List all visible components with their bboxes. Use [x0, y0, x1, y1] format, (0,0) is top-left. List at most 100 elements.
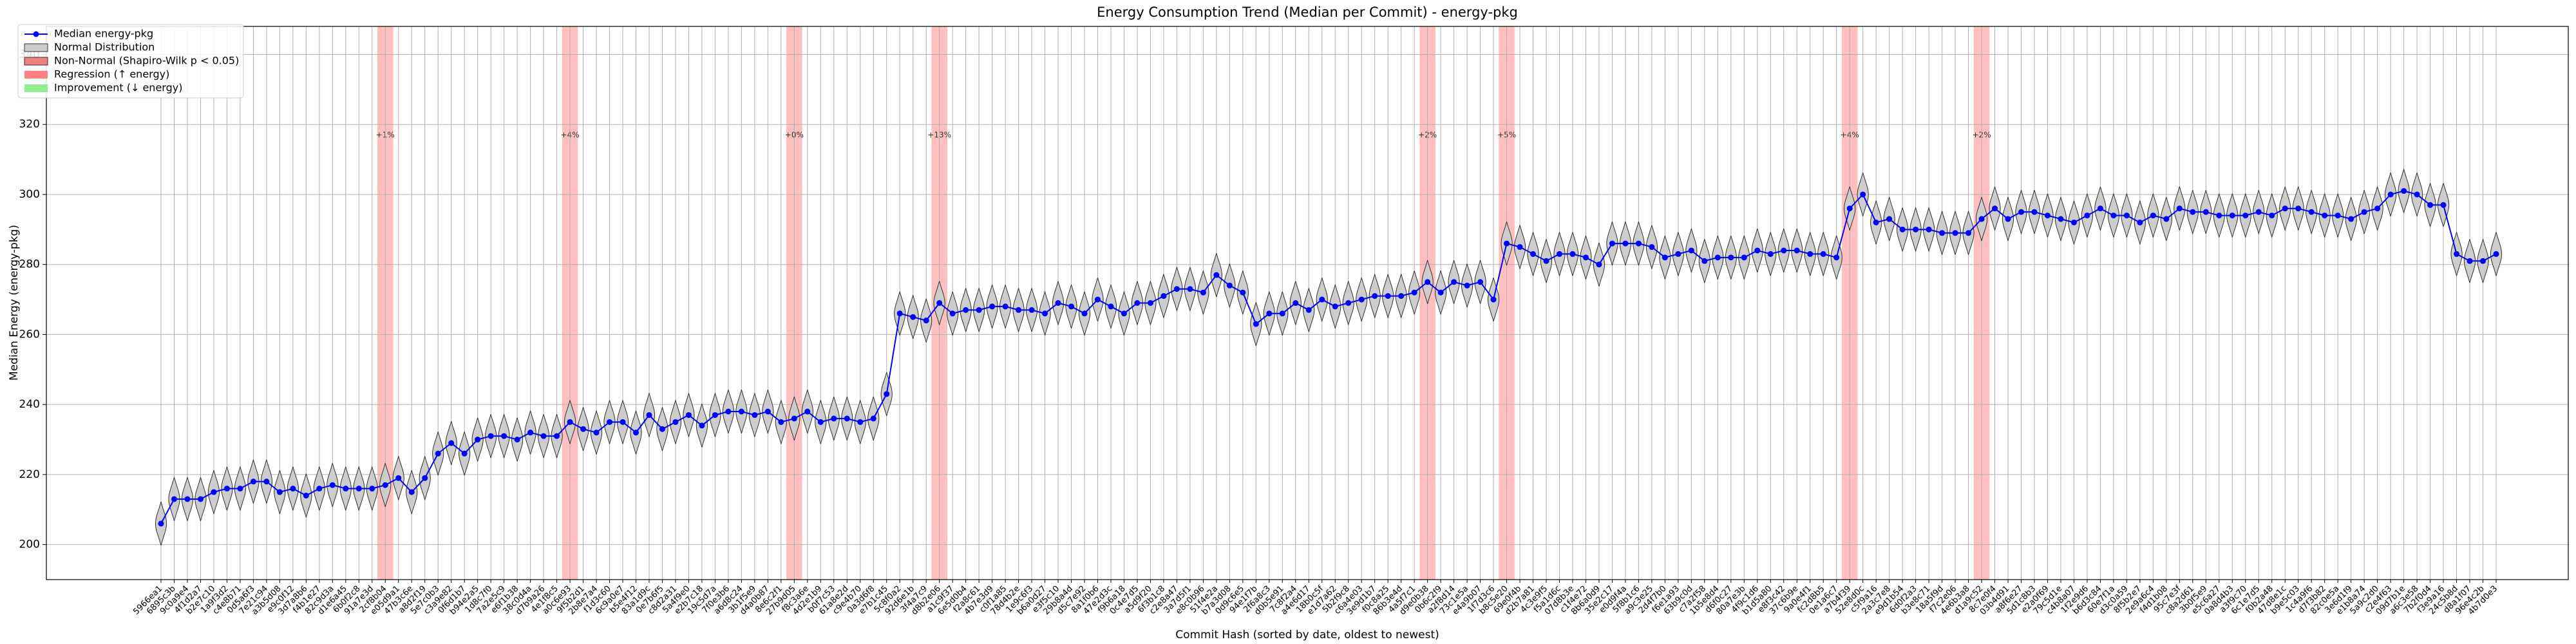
- median-point: [1108, 303, 1114, 310]
- median-point: [2190, 209, 2196, 215]
- median-point: [1305, 307, 1312, 313]
- legend-swatch: [24, 71, 48, 79]
- median-point: [422, 475, 428, 481]
- legend-swatch: [24, 84, 48, 92]
- median-point: [1147, 300, 1153, 306]
- legend-swatch: [24, 57, 48, 66]
- median-point: [831, 415, 837, 422]
- median-point: [1490, 296, 1497, 303]
- median-point: [303, 493, 309, 499]
- median-point: [884, 391, 890, 397]
- median-point: [158, 520, 164, 527]
- median-point: [2216, 213, 2222, 219]
- y-tick-label: 300: [19, 188, 40, 201]
- median-point: [2322, 213, 2328, 219]
- median-point: [1807, 251, 1814, 257]
- median-point: [699, 422, 705, 429]
- median-point: [1226, 282, 1233, 289]
- median-point: [936, 300, 943, 306]
- median-point: [501, 433, 507, 439]
- median-point: [567, 419, 573, 425]
- median-point: [1926, 226, 1932, 232]
- median-point: [1557, 251, 1563, 257]
- median-point: [211, 489, 217, 495]
- median-point: [2031, 209, 2038, 215]
- median-point: [1596, 261, 1602, 268]
- median-point: [1042, 310, 1048, 317]
- median-point: [1569, 251, 1576, 257]
- median-point: [1820, 251, 1826, 257]
- median-point: [2018, 209, 2025, 215]
- median-point: [844, 415, 850, 422]
- legend-label: Regression (↑ energy): [54, 68, 169, 80]
- median-point: [514, 437, 520, 443]
- median-point: [910, 314, 916, 320]
- median-point: [1860, 191, 1866, 198]
- median-point: [1213, 272, 1220, 278]
- median-point: [1543, 258, 1549, 264]
- median-point: [1899, 226, 1906, 232]
- median-point: [1187, 286, 1193, 292]
- y-tick-label: 240: [19, 398, 40, 411]
- median-point: [646, 412, 652, 418]
- median-point: [580, 426, 587, 432]
- median-point: [343, 486, 349, 492]
- median-point: [1028, 307, 1035, 313]
- median-point: [1266, 310, 1273, 317]
- median-point: [1622, 240, 1629, 247]
- median-point: [2374, 205, 2381, 212]
- median-point: [1688, 247, 1694, 254]
- legend-label: Normal Distribution: [54, 41, 155, 53]
- median-point: [963, 307, 969, 313]
- median-point: [2282, 205, 2288, 212]
- median-point: [1068, 303, 1075, 310]
- median-point: [475, 437, 481, 443]
- plot-frame: [46, 26, 2569, 580]
- median-point: [2387, 191, 2394, 198]
- median-point: [527, 430, 534, 436]
- median-point: [1846, 205, 1853, 212]
- median-point: [2269, 213, 2275, 219]
- median-point: [2334, 213, 2341, 219]
- median-point: [2414, 191, 2420, 198]
- chart-title: Energy Consumption Trend (Median per Com…: [1097, 5, 1518, 20]
- median-point: [659, 426, 665, 432]
- median-point: [1279, 310, 1285, 317]
- median-point: [1767, 251, 1774, 257]
- median-point: [1200, 289, 1206, 296]
- median-point: [976, 307, 982, 313]
- median-point: [2229, 213, 2235, 219]
- legend-marker: [33, 31, 39, 37]
- median-point: [1635, 240, 1642, 247]
- median-point: [1741, 254, 1747, 261]
- median-point: [1701, 258, 1708, 264]
- median-point: [1952, 230, 1958, 236]
- median-point: [2044, 213, 2050, 219]
- legend-label: Improvement (↓ energy): [54, 82, 182, 94]
- median-point: [620, 419, 626, 425]
- median-point: [1094, 296, 1101, 303]
- median-point: [2467, 258, 2473, 264]
- median-point: [1425, 279, 1431, 285]
- median-point: [1992, 205, 1998, 212]
- median-point: [1662, 254, 1668, 261]
- legend-box: [17, 24, 244, 99]
- median-point: [1437, 289, 1444, 296]
- median-point: [2361, 209, 2367, 215]
- median-point: [817, 419, 824, 425]
- median-point: [263, 478, 270, 485]
- median-point: [896, 310, 903, 317]
- median-point: [1332, 303, 1338, 310]
- median-point: [1358, 296, 1365, 303]
- median-point: [1121, 310, 1127, 317]
- median-point: [1002, 303, 1009, 310]
- median-point: [2005, 216, 2011, 222]
- median-point: [1754, 247, 1761, 254]
- median-point: [2123, 213, 2130, 219]
- median-point: [1965, 230, 1972, 236]
- median-point: [2202, 209, 2209, 215]
- median-point: [778, 419, 784, 425]
- median-point: [923, 317, 929, 324]
